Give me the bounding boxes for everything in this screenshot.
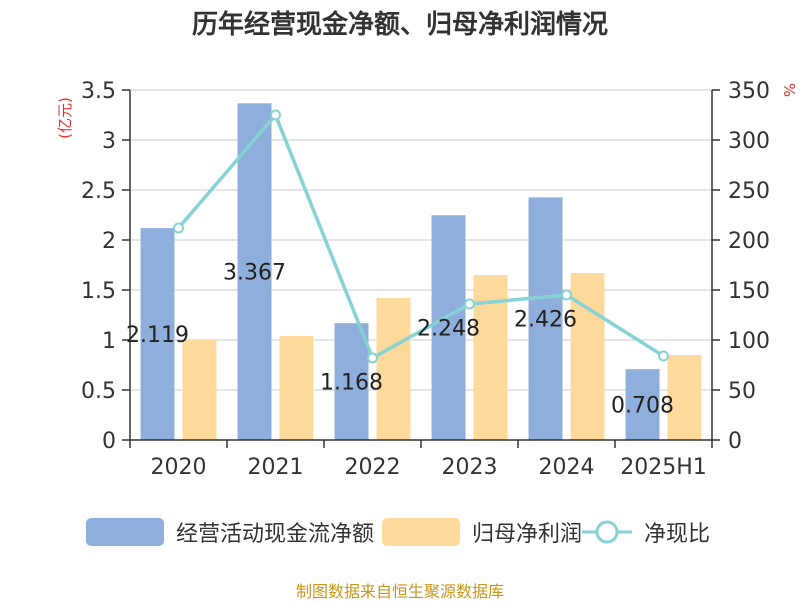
x-tick-label: 2020 xyxy=(151,455,207,480)
right-tick-label: 0 xyxy=(728,429,742,454)
bar-net-profit xyxy=(182,340,217,440)
ratio-line-path xyxy=(177,113,665,360)
legend-item-ratio[interactable]: 净现比 xyxy=(582,512,710,552)
source-note: 制图数据来自恒生聚源数据库 xyxy=(295,582,504,601)
left-tick-label: 0 xyxy=(102,429,116,454)
bar-net-profit xyxy=(570,273,605,440)
data-label-cashflow: 2.248 xyxy=(417,317,480,342)
legend-label-net-profit: 归母净利润 xyxy=(472,522,583,547)
right-tick-label: 150 xyxy=(728,279,770,304)
legend-item-net-profit[interactable]: 归母净利润 xyxy=(382,512,582,552)
grid-lines xyxy=(130,89,712,391)
left-tick-label: 1.5 xyxy=(81,279,116,304)
left-axis-label: (亿元) xyxy=(56,97,74,139)
legend-swatch-cashflow xyxy=(86,518,164,546)
right-tick-label: 300 xyxy=(728,129,770,154)
bar-net-profit xyxy=(667,355,702,440)
data-label-cashflow: 2.426 xyxy=(514,308,577,333)
ratio-point xyxy=(270,109,281,121)
right-axis-label: % xyxy=(780,83,798,97)
right-tick-label: 250 xyxy=(728,179,770,204)
bar-cashflow xyxy=(528,197,563,440)
chart-plot: 0 0.5 1 1.5 2 2.5 3 3.5 0 50 100 150 200 250 300 350 202… xyxy=(56,79,798,480)
left-tick-label: 1 xyxy=(102,329,116,354)
bar-cashflow xyxy=(334,323,369,440)
right-tick-label: 50 xyxy=(728,379,756,404)
right-tick-label: 350 xyxy=(728,79,770,104)
bar-cashflow xyxy=(431,215,466,440)
legend-swatch-ratio xyxy=(582,520,632,544)
bar-cashflow xyxy=(625,369,660,440)
ratio-point xyxy=(561,289,572,301)
data-label-cashflow: 3.367 xyxy=(223,261,286,286)
right-tick-label: 100 xyxy=(728,329,770,354)
axes: 0 0.5 1 1.5 2 2.5 3 3.5 0 50 100 150 200 250 300 350 202… xyxy=(81,79,770,480)
right-tick-label: 200 xyxy=(728,229,770,254)
ratio-point xyxy=(658,350,669,362)
data-label-cashflow: 1.168 xyxy=(320,371,383,396)
legend-swatch-net-profit xyxy=(382,518,460,546)
ratio-line xyxy=(173,109,669,364)
x-tick-label: 2023 xyxy=(442,455,498,480)
bar-cashflow xyxy=(140,228,175,440)
bar-net-profit xyxy=(279,336,314,440)
left-tick-label: 2 xyxy=(102,229,116,254)
chart-title: 历年经营现金净额、归母净利润情况 xyxy=(191,10,608,40)
left-tick-label: 0.5 xyxy=(81,379,116,404)
x-tick-label: 2024 xyxy=(539,455,595,480)
bar-cashflow xyxy=(237,103,272,441)
data-label-cashflow: 2.119 xyxy=(126,323,189,348)
bars xyxy=(140,103,702,441)
bar-net-profit xyxy=(376,298,411,440)
x-tick-label: 2022 xyxy=(345,455,401,480)
legend-label-ratio: 净现比 xyxy=(644,522,711,547)
x-tick-label: 2025H1 xyxy=(620,455,707,480)
x-tick-label: 2021 xyxy=(248,455,304,480)
legend-item-cashflow[interactable]: 经营活动现金流净额 xyxy=(86,512,374,552)
ratio-point xyxy=(173,222,184,234)
data-labels: 2.119 3.367 1.168 2.248 2.426 0.708 xyxy=(126,261,674,419)
left-tick-label: 3.5 xyxy=(81,79,116,104)
left-tick-label: 3 xyxy=(102,129,116,154)
legend-label-cashflow: 经营活动现金流净额 xyxy=(176,522,375,547)
legend: 经营活动现金流净额 归母净利润 净现比 xyxy=(0,512,800,552)
ratio-point xyxy=(464,298,475,310)
ratio-point xyxy=(367,352,378,364)
left-tick-label: 2.5 xyxy=(81,179,116,204)
data-label-cashflow: 0.708 xyxy=(611,394,674,419)
